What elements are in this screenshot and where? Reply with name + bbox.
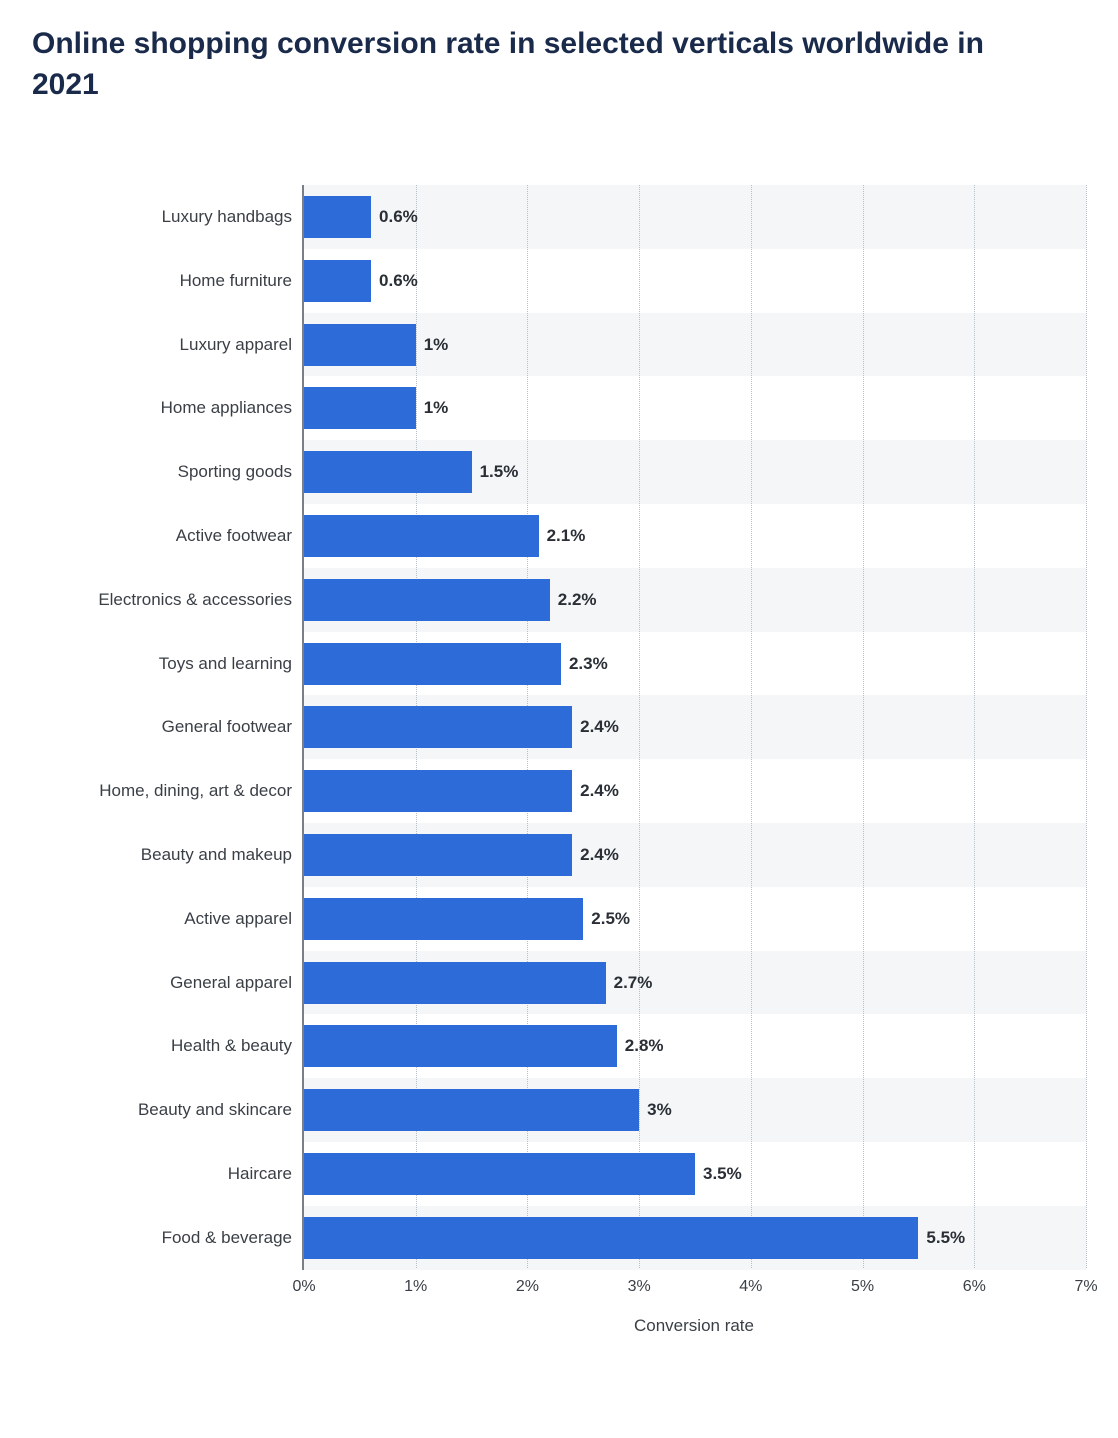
bar: 3%	[304, 1089, 639, 1131]
chart: 0.6% Luxury handbags 0.6% Home furniture 1% L…	[42, 185, 1086, 1336]
bar: 1.5%	[304, 451, 472, 493]
bar-value-label: 2.4%	[572, 781, 619, 801]
bar: 0.6%	[304, 260, 371, 302]
gridline	[974, 185, 975, 1268]
category-label: Sporting goods	[44, 462, 292, 482]
x-tick-label: 6%	[963, 1268, 986, 1296]
x-axis-label: Conversion rate	[302, 1316, 1086, 1336]
bar-value-label: 3.5%	[695, 1164, 742, 1184]
bar: 2.5%	[304, 898, 583, 940]
category-label: General footwear	[44, 717, 292, 737]
bar-value-label: 1.5%	[472, 462, 519, 482]
bar: 2.2%	[304, 579, 550, 621]
x-tick-label: 2%	[516, 1268, 539, 1296]
x-tick-label: 4%	[739, 1268, 762, 1296]
bar-value-label: 0.6%	[371, 207, 418, 227]
category-label: Beauty and skincare	[44, 1100, 292, 1120]
bar-value-label: 2.3%	[561, 654, 608, 674]
bar-value-label: 2.8%	[617, 1036, 664, 1056]
bar: 3.5%	[304, 1153, 695, 1195]
chart-title: Online shopping conversion rate in selec…	[32, 24, 1032, 105]
gridline	[751, 185, 752, 1268]
row-background	[304, 185, 1086, 249]
gridline	[863, 185, 864, 1268]
bar: 2.1%	[304, 515, 539, 557]
category-label: Luxury apparel	[44, 334, 292, 354]
bar-value-label: 3%	[639, 1100, 672, 1120]
category-label: Active footwear	[44, 526, 292, 546]
category-label: Luxury handbags	[44, 207, 292, 227]
category-label: Health & beauty	[44, 1036, 292, 1056]
category-label: General apparel	[44, 972, 292, 992]
bar-value-label: 0.6%	[371, 271, 418, 291]
x-tick-label: 7%	[1074, 1268, 1097, 1296]
bar-value-label: 2.4%	[572, 845, 619, 865]
bar: 2.4%	[304, 770, 572, 812]
x-tick-label: 3%	[628, 1268, 651, 1296]
gridline	[1086, 185, 1087, 1268]
category-label: Active apparel	[44, 908, 292, 928]
plot-area: 0.6%Luxury handbags0.6%Home furniture1%L…	[302, 185, 1086, 1270]
category-label: Home, dining, art & decor	[44, 781, 292, 801]
bar: 5.5%	[304, 1217, 918, 1259]
category-label: Home furniture	[44, 270, 292, 290]
bar-value-label: 2.1%	[539, 526, 586, 546]
bar: 2.7%	[304, 962, 606, 1004]
bar-value-label: 1%	[416, 398, 449, 418]
bar-value-label: 2.7%	[606, 973, 653, 993]
x-tick-label: 1%	[404, 1268, 427, 1296]
bar-value-label: 2.4%	[572, 717, 619, 737]
category-label: Toys and learning	[44, 653, 292, 673]
category-label: Food & beverage	[44, 1227, 292, 1247]
bar: 2.8%	[304, 1025, 617, 1067]
bar-value-label: 2.2%	[550, 590, 597, 610]
x-tick-label: 0%	[292, 1268, 315, 1296]
category-label: Electronics & accessories	[44, 589, 292, 609]
category-label: Haircare	[44, 1164, 292, 1184]
bar: 1%	[304, 324, 416, 366]
bar: 2.4%	[304, 706, 572, 748]
category-label: Home appliances	[44, 398, 292, 418]
x-tick-label: 5%	[851, 1268, 874, 1296]
bar: 2.3%	[304, 643, 561, 685]
bar-value-label: 2.5%	[583, 909, 630, 929]
bar: 2.4%	[304, 834, 572, 876]
bar: 0.6%	[304, 196, 371, 238]
row-background	[304, 249, 1086, 313]
category-label: Beauty and makeup	[44, 845, 292, 865]
bar-value-label: 5.5%	[918, 1228, 965, 1248]
bar: 1%	[304, 387, 416, 429]
bar-value-label: 1%	[416, 335, 449, 355]
